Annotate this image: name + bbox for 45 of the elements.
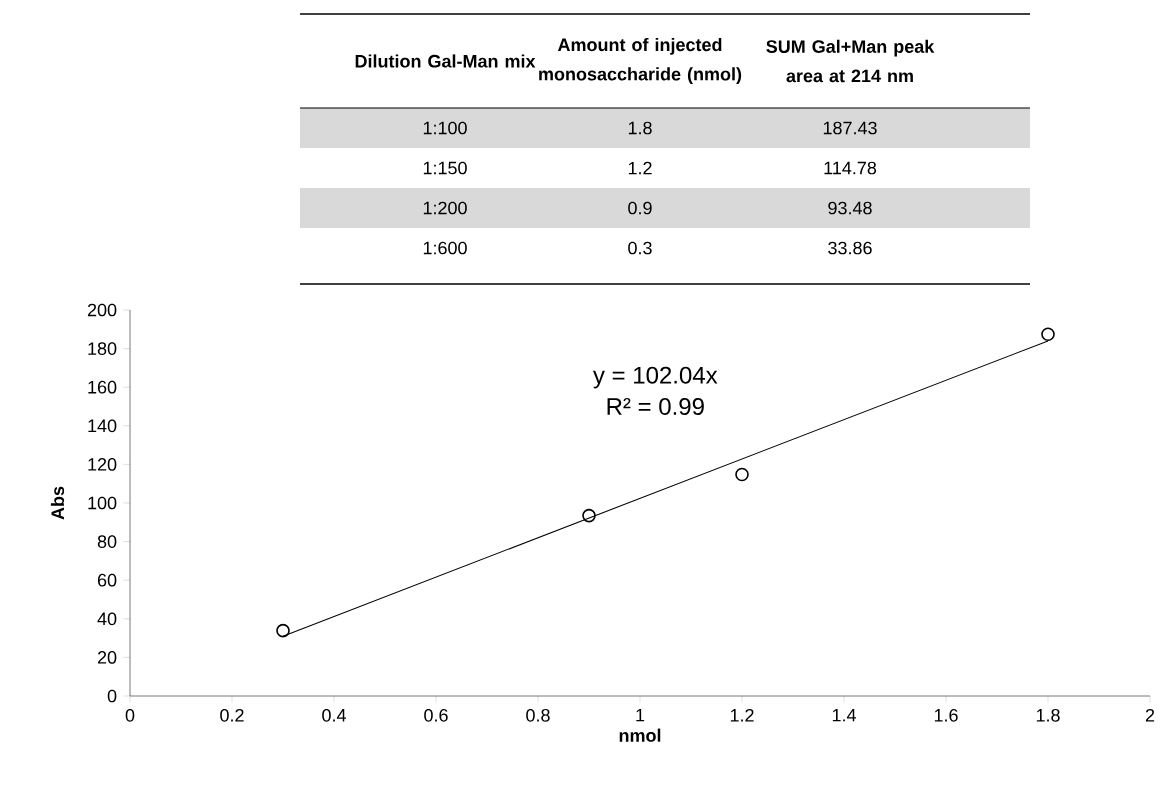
text: 0.3 <box>628 241 652 255</box>
text: 93.48 <box>828 201 872 215</box>
x-tick-label: 0.4 <box>322 708 346 722</box>
y-tick-label: 160 <box>88 380 117 394</box>
y-tick-label: 180 <box>88 342 117 355</box>
text: 33.86 <box>828 241 872 255</box>
text: 1:150 <box>423 161 467 175</box>
x-tick-label: 1.2 <box>730 708 754 722</box>
y-tick-label: 80 <box>97 535 117 548</box>
text: 1:600 <box>423 241 467 255</box>
y-tick-label: 120 <box>88 458 117 471</box>
text: 0.9 <box>628 201 652 215</box>
x-tick-label: 0.2 <box>220 708 244 722</box>
x-tick-label: 0 <box>125 708 135 722</box>
text: 114.78 <box>824 161 877 175</box>
x-axis-title: nmol <box>619 728 661 742</box>
y-tick-label: 0 <box>107 689 117 703</box>
text: 187.43 <box>823 121 877 135</box>
y-tick-label: 200 <box>87 303 117 317</box>
point <box>1041 327 1055 342</box>
x-tick-label: 0.6 <box>424 708 448 722</box>
annotation: y = 102.04x <box>592 366 718 389</box>
point <box>735 467 749 482</box>
y-tick-label: 100 <box>88 496 117 510</box>
text: Amount of injected monosaccharide (nmol) <box>539 37 742 85</box>
x-tick-label: 1 <box>636 708 645 722</box>
text: 1:200 <box>423 201 467 215</box>
text: 1.8 <box>628 121 652 135</box>
x-tick-label: 1.8 <box>1036 708 1060 722</box>
point <box>582 508 596 523</box>
x-tick-label: 1.6 <box>934 708 958 722</box>
text: Dilution Gal-Man mix <box>355 54 536 68</box>
text: 1:100 <box>423 121 467 135</box>
text: 1.2 <box>628 161 652 175</box>
annotation: R² = 0.99 <box>607 397 704 415</box>
x-tick-label: 2 <box>1145 708 1155 722</box>
y-tick-label: 20 <box>97 651 117 664</box>
y-tick-label: 140 <box>88 419 117 433</box>
y-tick-label: 60 <box>97 573 117 587</box>
y-tick-label: 40 <box>97 612 117 626</box>
point <box>276 623 290 638</box>
y-axis-title: Abs <box>50 486 65 520</box>
x-tick-label: 1.4 <box>832 708 856 722</box>
x-tick-label: 0.8 <box>526 708 550 722</box>
text: SUM Gal+Man peak area at 214 nm <box>766 39 935 83</box>
